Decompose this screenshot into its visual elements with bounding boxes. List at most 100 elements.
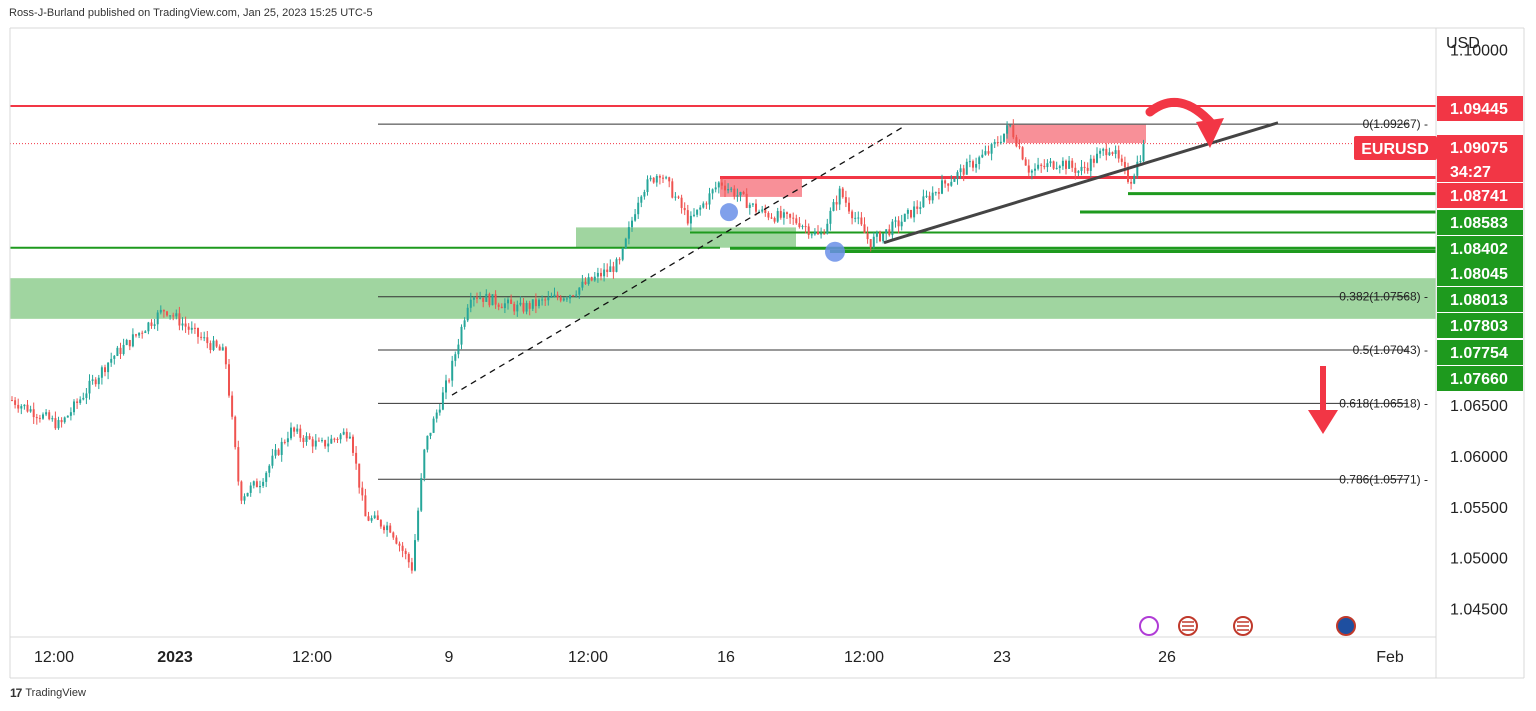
candle-body bbox=[541, 299, 544, 301]
candle-body bbox=[556, 294, 559, 298]
candle-body bbox=[88, 380, 91, 394]
candle-body bbox=[342, 431, 345, 435]
candle-body bbox=[835, 202, 838, 205]
candle-body bbox=[1136, 161, 1139, 176]
candle-body bbox=[538, 299, 540, 307]
candle-body bbox=[674, 196, 677, 198]
candle-body bbox=[891, 221, 894, 236]
candle-body bbox=[1071, 160, 1074, 168]
candle-body bbox=[469, 299, 472, 308]
candle-body bbox=[48, 412, 51, 420]
candle-body bbox=[246, 492, 249, 497]
candle-body bbox=[801, 226, 804, 228]
candle-body bbox=[767, 212, 770, 218]
candle-body bbox=[528, 303, 531, 309]
symbol-tag[interactable] bbox=[1354, 136, 1437, 160]
candle-body bbox=[277, 449, 280, 455]
candle-body bbox=[175, 313, 178, 317]
candle-body bbox=[404, 550, 407, 555]
candle-body bbox=[962, 168, 965, 175]
swing-low-marker[interactable] bbox=[720, 203, 738, 222]
candle-body bbox=[1086, 167, 1089, 171]
candle-body bbox=[423, 449, 426, 479]
candle-body bbox=[190, 327, 193, 330]
candle-body bbox=[851, 211, 854, 219]
candle-body bbox=[1018, 146, 1021, 148]
price-label-text: 1.08583 bbox=[1450, 215, 1508, 232]
swing-low-marker[interactable] bbox=[825, 241, 845, 262]
candle-body bbox=[20, 406, 23, 409]
candle-body bbox=[138, 332, 141, 336]
price-label-box bbox=[1437, 287, 1523, 312]
candle-body bbox=[472, 297, 475, 300]
candle-body bbox=[91, 379, 94, 381]
candle-body bbox=[305, 436, 308, 442]
candle-body bbox=[212, 340, 215, 350]
candle-body bbox=[63, 417, 66, 423]
reversal-arrow[interactable] bbox=[1145, 98, 1217, 129]
candle-body bbox=[934, 192, 937, 194]
candle-body bbox=[206, 337, 209, 344]
candle-body bbox=[141, 332, 144, 334]
economic-event-icon[interactable] bbox=[1336, 616, 1356, 636]
candle-body bbox=[299, 428, 302, 438]
candle-body bbox=[897, 220, 900, 227]
candle-body bbox=[178, 313, 181, 326]
candle-body bbox=[987, 151, 990, 154]
economic-event-icon[interactable] bbox=[1139, 616, 1159, 636]
candle-body bbox=[559, 297, 562, 301]
candle-body bbox=[11, 400, 13, 402]
candle-body bbox=[73, 401, 75, 413]
candle-body bbox=[159, 309, 162, 313]
price-label-text: 1.09075 bbox=[1450, 140, 1508, 157]
candle-body bbox=[981, 154, 984, 158]
candle-body bbox=[730, 188, 733, 190]
candle-body bbox=[373, 515, 376, 519]
time-tick-label: 12:00 bbox=[844, 649, 884, 666]
candle-body bbox=[677, 196, 680, 198]
candle-body bbox=[906, 209, 909, 214]
candle-body bbox=[894, 220, 897, 222]
candle-body bbox=[1046, 163, 1049, 168]
candle-body bbox=[572, 295, 575, 297]
candle-body bbox=[321, 440, 323, 442]
candle-body bbox=[317, 440, 320, 442]
candle-body bbox=[367, 516, 370, 521]
candle-body bbox=[42, 414, 44, 419]
candle-body bbox=[29, 409, 32, 412]
candle-body bbox=[1117, 150, 1120, 159]
candle-body bbox=[255, 481, 258, 488]
tradingview-brand[interactable]: 17 TradingView bbox=[10, 686, 86, 700]
candle-body bbox=[903, 213, 906, 222]
candle-body bbox=[454, 354, 457, 361]
candle-body bbox=[789, 213, 792, 218]
candle-body bbox=[131, 334, 134, 347]
candle-body bbox=[432, 418, 435, 433]
candle-body bbox=[355, 452, 358, 464]
candle-body bbox=[153, 324, 156, 326]
candle-body bbox=[590, 277, 593, 281]
candle-body bbox=[451, 360, 454, 381]
down-arrow-head bbox=[1308, 410, 1338, 434]
candle-body bbox=[1006, 125, 1009, 134]
candle-body bbox=[823, 233, 826, 235]
candle-body bbox=[94, 379, 97, 385]
candle-body bbox=[931, 192, 934, 201]
candle-body bbox=[646, 179, 649, 193]
candle-body bbox=[640, 196, 643, 203]
candle-body bbox=[1012, 125, 1015, 138]
candle-body bbox=[872, 236, 875, 248]
candle-body bbox=[100, 367, 103, 378]
candle-body bbox=[32, 409, 35, 418]
candle-body bbox=[339, 434, 342, 440]
candle-body bbox=[485, 293, 488, 302]
time-tick-label: Feb bbox=[1376, 649, 1404, 666]
candle-body bbox=[618, 259, 621, 261]
time-tick-label: 12:00 bbox=[292, 649, 332, 666]
candle-body bbox=[17, 404, 20, 409]
price-tick-label: 1.04500 bbox=[1450, 601, 1508, 618]
candle-body bbox=[209, 343, 212, 350]
candle-body bbox=[928, 195, 931, 201]
candle-body bbox=[491, 294, 494, 306]
